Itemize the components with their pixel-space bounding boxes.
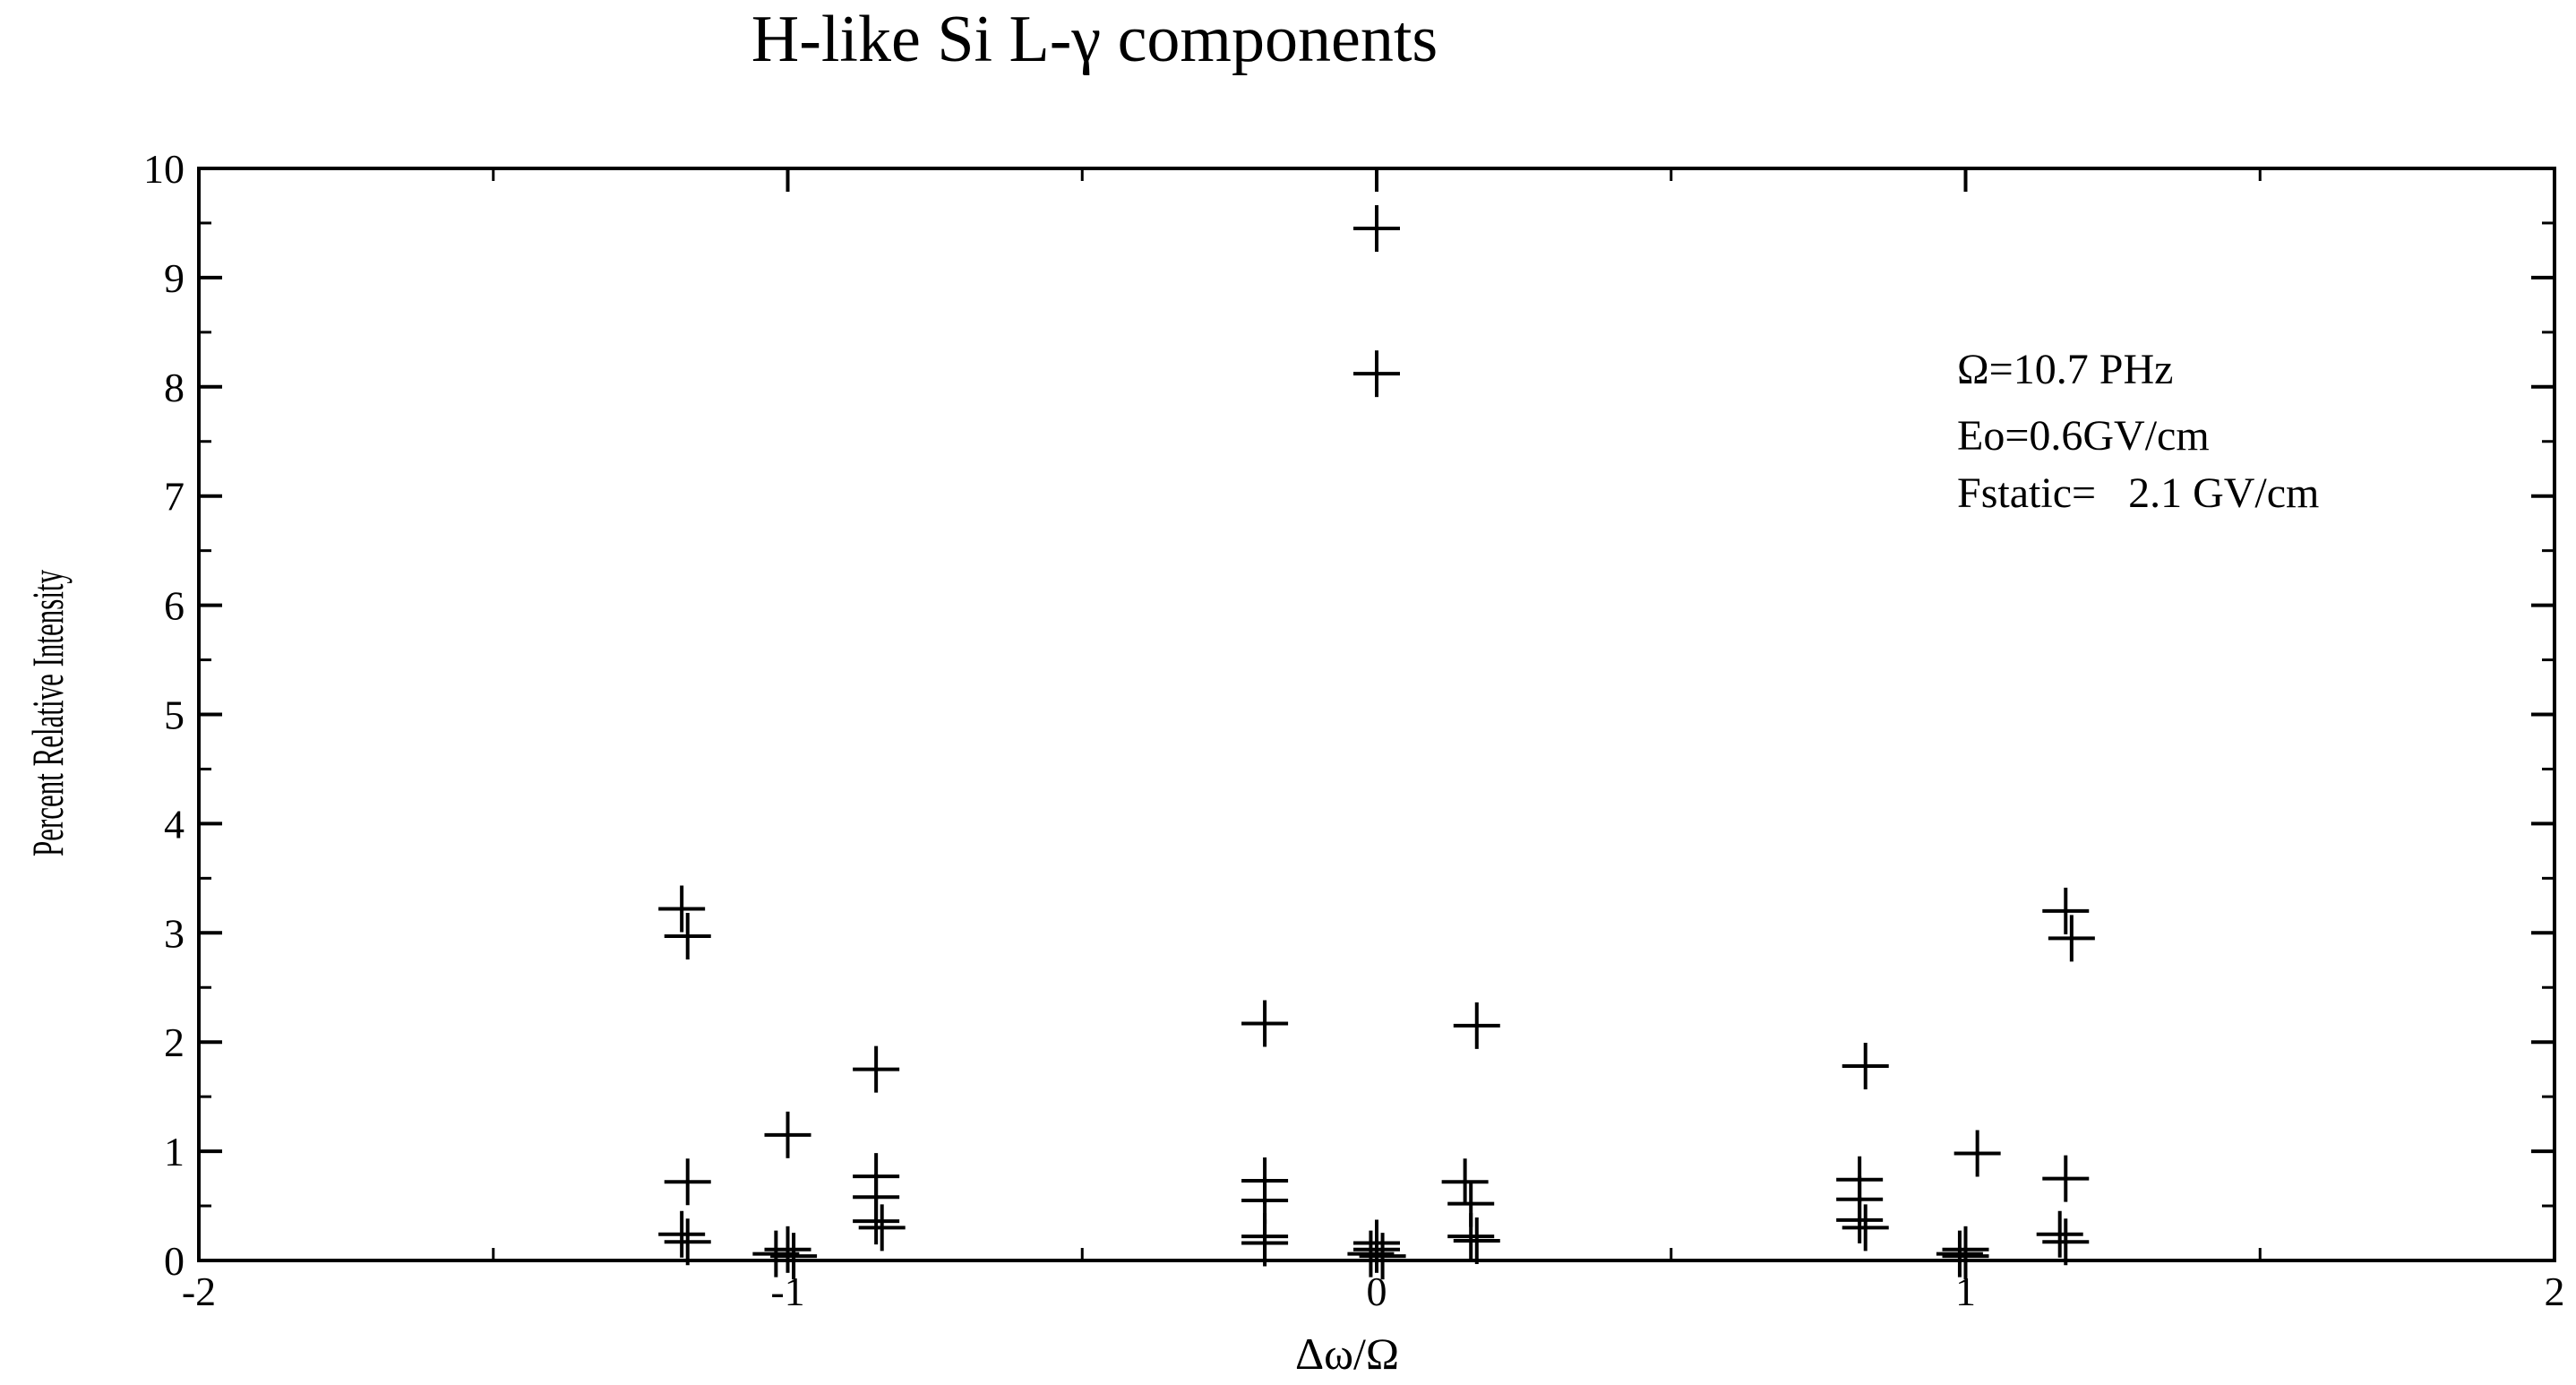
data-point [658,1210,706,1258]
data-point [1347,1230,1395,1277]
x-tick-label: 1 [1955,1269,1976,1314]
data-point [1359,1233,1406,1280]
y-tick-label: 10 [143,146,185,192]
data-point [1241,1000,1289,1047]
x-axis-ticks: -2 -1 0 1 2 [182,168,2565,1314]
plot-frame [197,167,2556,1262]
data-point [1453,1002,1500,1049]
x-axis-label: Δω/Ω [1295,1329,1399,1379]
data-point [1353,350,1400,398]
y-axis-label: Percent Relative Intensity [23,570,73,856]
x-tick-label: 0 [1367,1269,1387,1314]
data-point [858,1204,906,1252]
y-tick-label: 5 [164,692,185,738]
x-tick-label: -2 [182,1269,216,1314]
data-markers [658,205,2095,1280]
y-tick-label: 4 [164,801,185,847]
data-point [2042,887,2090,934]
annotation-static-field: Fstatic= 2.1 GV/cm [1957,469,2319,517]
y-tick-label: 0 [164,1238,185,1284]
data-point [664,1158,711,1206]
data-point [1936,1230,1983,1277]
data-point [853,1198,900,1245]
data-point [764,1226,811,1273]
data-point [1842,1204,1889,1252]
y-tick-label: 9 [164,255,185,301]
data-point [1942,1233,1989,1280]
data-point [1441,1158,1489,1206]
data-point [770,1233,818,1280]
y-axis-ticks: 0 1 2 3 4 5 6 7 8 9 10 [143,146,2555,1284]
data-point [1842,1043,1889,1090]
data-point [853,1045,900,1093]
y-tick-label: 8 [164,365,185,410]
data-point [752,1230,800,1277]
data-point [2036,1210,2083,1258]
y-tick-label: 6 [164,583,185,629]
data-point [1453,1217,1500,1265]
data-point [2042,1155,2090,1202]
annotation-field-amplitude: Eo=0.6GV/cm [1957,412,2210,460]
y-tick-label: 2 [164,1019,185,1065]
y-tick-label: 1 [164,1129,185,1174]
data-point [1953,1130,2001,1177]
data-point [664,912,711,959]
chart-title: H-like Si L-γ components [751,3,1438,76]
data-point [2048,915,2095,962]
data-point [664,1218,711,1266]
data-point [1447,1213,1495,1260]
data-point [1353,1226,1400,1273]
data-point [658,885,706,933]
x-tick-label: 2 [2545,1269,2565,1314]
data-point [2042,1218,2090,1266]
data-point [1241,1219,1289,1267]
parameter-annotations: Ω=10.7 PHz Eo=0.6GV/cm Fstatic= 2.1 GV/c… [1957,346,2319,517]
data-point [1353,205,1400,253]
data-point [1836,1196,1884,1243]
annotation-frequency: Ω=10.7 PHz [1957,346,2173,393]
data-point [764,1111,811,1158]
y-tick-label: 7 [164,474,185,520]
y-tick-label: 3 [164,910,185,956]
